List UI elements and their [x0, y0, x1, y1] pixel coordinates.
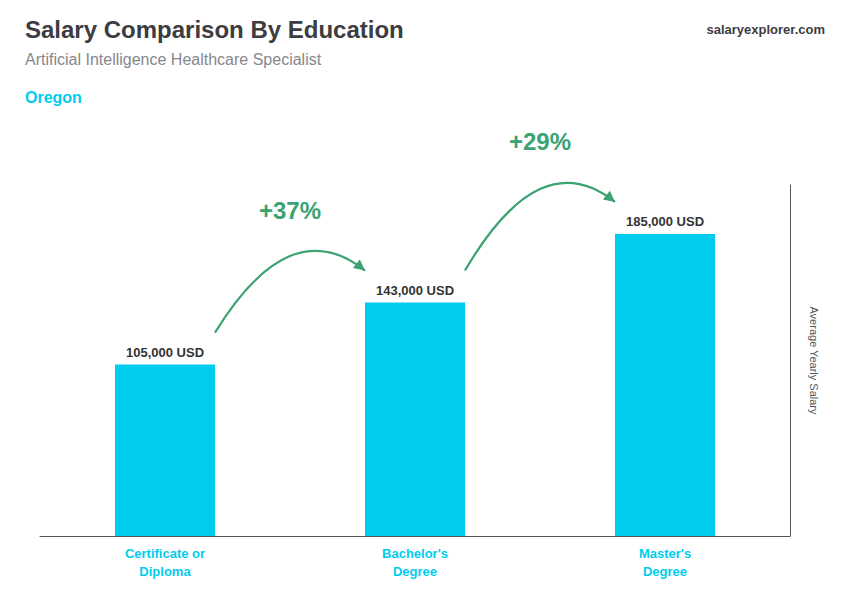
svg-text:185,000 USD: 185,000 USD — [626, 214, 704, 229]
svg-text:Degree: Degree — [393, 564, 437, 579]
svg-text:salaryexplorer.com: salaryexplorer.com — [706, 22, 825, 37]
svg-text:Master's: Master's — [639, 546, 691, 561]
svg-text:Bachelor's: Bachelor's — [382, 546, 448, 561]
svg-text:Oregon: Oregon — [25, 89, 82, 106]
svg-text:Artificial Intelligence Health: Artificial Intelligence Healthcare Speci… — [25, 51, 322, 68]
svg-text:Diploma: Diploma — [139, 564, 191, 579]
svg-text:Average Yearly Salary: Average Yearly Salary — [808, 306, 820, 415]
svg-text:Certificate or: Certificate or — [125, 546, 205, 561]
svg-text:+29%: +29% — [509, 128, 571, 155]
svg-text:Salary Comparison By Education: Salary Comparison By Education — [25, 16, 404, 43]
svg-text:143,000 USD: 143,000 USD — [376, 283, 454, 298]
svg-text:Degree: Degree — [643, 564, 687, 579]
svg-text:105,000 USD: 105,000 USD — [126, 345, 204, 360]
svg-text:+37%: +37% — [259, 197, 321, 224]
